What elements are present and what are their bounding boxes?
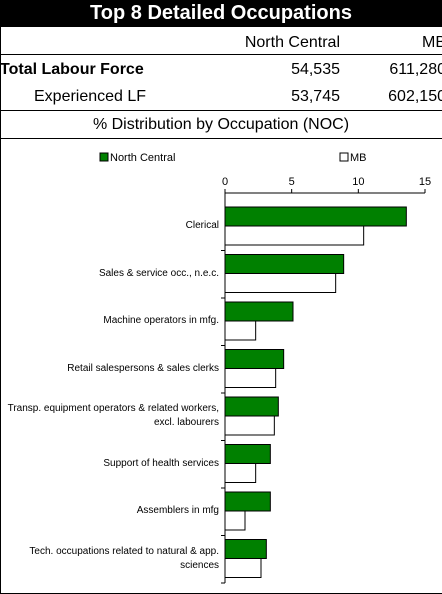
bar <box>224 301 294 322</box>
legend-label: North Central <box>110 152 175 164</box>
category-label: Transp. equipment operators & related wo… <box>7 403 219 428</box>
legend-swatch <box>99 152 109 162</box>
row-label: Total Labour Force <box>0 61 144 78</box>
bar <box>224 539 267 559</box>
bar <box>224 349 285 369</box>
bar <box>224 558 262 578</box>
column-header: North Central <box>244 34 340 51</box>
bar <box>224 225 365 246</box>
cell: 54,535 <box>291 61 340 78</box>
x-tick-label: 0 <box>222 176 228 188</box>
bar <box>224 206 407 227</box>
subtitle: % Distribution by Occupation (NOC) <box>0 110 442 139</box>
border <box>0 27 1 594</box>
bar <box>224 491 271 512</box>
bar <box>224 510 246 531</box>
cell: 602,150 <box>388 88 442 105</box>
legend-swatch <box>339 152 349 162</box>
category-label: Machine operators in mfg. <box>103 315 219 326</box>
bar <box>224 415 275 436</box>
bar <box>224 320 257 341</box>
category-label: Sales & service occ., n.e.c. <box>98 267 219 279</box>
category-label: Retail salespersons & sales clerks <box>67 362 219 374</box>
border <box>0 54 442 55</box>
bar <box>224 396 279 417</box>
bar <box>224 273 337 293</box>
bar <box>224 368 277 388</box>
category-label: Clerical <box>185 220 219 231</box>
row-label: Experienced LF <box>34 88 147 105</box>
column-header: MB <box>422 34 442 51</box>
category-label: Tech. occupations related to natural & a… <box>29 545 219 571</box>
x-tick-label: 5 <box>289 176 295 188</box>
bar <box>224 463 257 483</box>
title: Top 8 Detailed Occupations <box>0 0 442 27</box>
bar <box>224 254 345 274</box>
category-label: Assemblers in mfg <box>136 505 219 516</box>
x-tick-label: 10 <box>352 176 364 188</box>
x-tick-label: 15 <box>419 176 431 188</box>
cell: 611,280 <box>389 61 442 78</box>
bar <box>224 444 271 464</box>
category-label: Support of health services <box>103 457 219 469</box>
legend-label: MB <box>350 152 367 164</box>
cell: 53,745 <box>291 88 340 105</box>
